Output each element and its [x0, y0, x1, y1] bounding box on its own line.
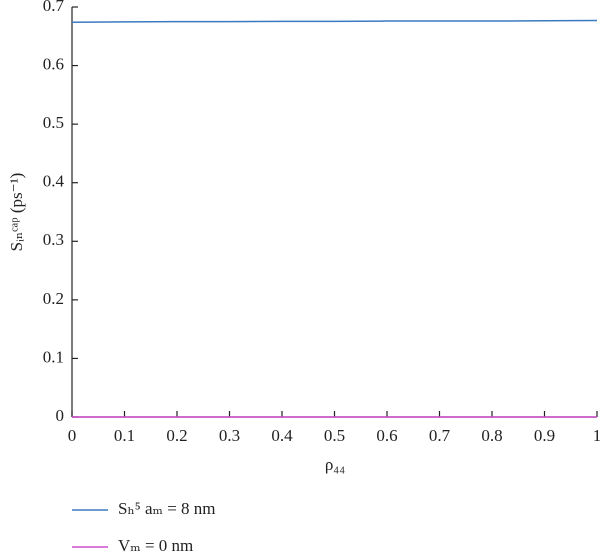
y-tick-label: 0.6: [43, 54, 64, 73]
y-tick-label: 0: [56, 406, 65, 425]
y-tick-label: 0.1: [43, 347, 64, 366]
x-tick-label: 0.8: [481, 426, 502, 445]
x-tick-label: 0.3: [219, 426, 240, 445]
x-tick-label: 0.6: [376, 426, 397, 445]
y-tick-label: 0.4: [43, 172, 65, 191]
x-tick-label: 0.1: [114, 426, 135, 445]
x-tick-label: 1: [593, 426, 600, 445]
legend-label: Sₕ⁵ aₘ = 8 nm: [118, 499, 216, 518]
y-tick-label: 0.3: [43, 230, 64, 249]
series-line: [71, 19, 598, 23]
legend-label: Vₘ = 0 nm: [118, 536, 193, 555]
x-axis-label: ρ₄₄: [325, 455, 345, 474]
x-tick-label: 0: [68, 426, 77, 445]
x-tick-label: 0.4: [271, 426, 293, 445]
x-tick-label: 0.7: [429, 426, 451, 445]
x-tick-label: 0.9: [534, 426, 555, 445]
x-tick-label: 0.2: [166, 426, 187, 445]
y-tick-label: 0.7: [43, 0, 65, 15]
y-axis-label: Sᵢₙᶜᵃᵖ (ps⁻¹): [7, 173, 26, 252]
x-tick-label: 0.5: [324, 426, 345, 445]
y-tick-label: 0.5: [43, 113, 64, 132]
y-tick-label: 0.2: [43, 289, 64, 308]
